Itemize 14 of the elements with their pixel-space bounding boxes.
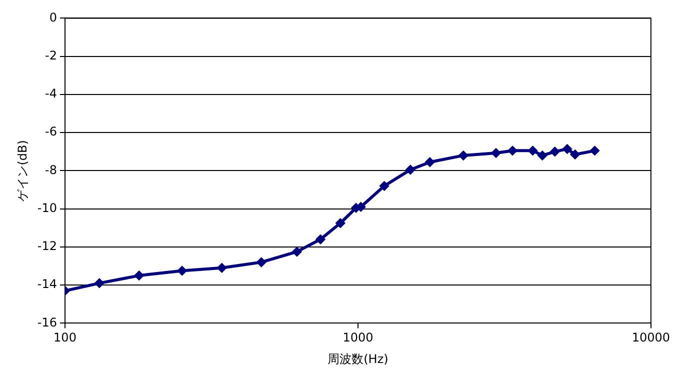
x-tick-label: 10000 xyxy=(632,330,670,345)
x-tick-label: 100 xyxy=(54,330,76,345)
y-tick-label: 0 xyxy=(49,10,57,24)
y-tick-label: -6 xyxy=(45,124,57,139)
y-tick-label: -8 xyxy=(45,162,57,177)
y-tick-label: -2 xyxy=(45,48,57,62)
x-tick-label: 1000 xyxy=(342,330,374,345)
y-axis-title: ゲイン(dB) xyxy=(15,140,30,202)
y-tick-label: -14 xyxy=(37,277,57,292)
y-tick-label: -16 xyxy=(37,315,57,330)
y-tick-label: -10 xyxy=(37,200,57,215)
y-tick-label: -4 xyxy=(45,86,57,101)
x-axis-title: 周波数(Hz) xyxy=(328,352,388,366)
y-tick-label: -12 xyxy=(37,239,57,254)
